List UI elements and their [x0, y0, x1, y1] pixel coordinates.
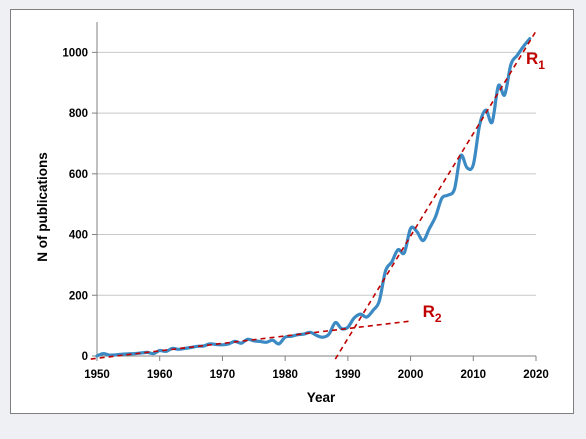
y-tick-label-800: 800	[69, 108, 88, 120]
y-tick-label-1000: 1000	[62, 47, 88, 59]
x-tick-label-2000: 2000	[398, 369, 424, 381]
trend-label-subscript: 1	[538, 58, 545, 72]
y-tick-label-0: 0	[82, 351, 88, 363]
x-tick-label-2020: 2020	[523, 369, 549, 381]
trend-label-2: R2	[423, 302, 442, 325]
trend-line-1	[334, 30, 537, 360]
x-tick-label-2010: 2010	[460, 369, 486, 381]
trend-label-letter: R	[526, 49, 538, 68]
x-tick-label-1980: 1980	[272, 369, 298, 381]
trend-label-1: R1	[526, 49, 545, 72]
x-tick-label-1960: 1960	[147, 369, 173, 381]
trend-label-subscript: 2	[435, 311, 442, 325]
x-axis-title: Year	[307, 390, 336, 405]
y-axis-title: N of publications	[35, 152, 50, 262]
series-line-0	[95, 37, 532, 358]
x-tick-label-1970: 1970	[210, 369, 236, 381]
y-tick-label-400: 400	[69, 230, 88, 242]
y-tick-label-200: 200	[69, 290, 88, 302]
trend-label-letter: R	[423, 302, 435, 321]
chart-frame	[10, 9, 574, 414]
x-tick-label-1950: 1950	[84, 369, 110, 381]
y-tick-label-600: 600	[69, 169, 88, 181]
x-tick-label-1990: 1990	[335, 369, 361, 381]
